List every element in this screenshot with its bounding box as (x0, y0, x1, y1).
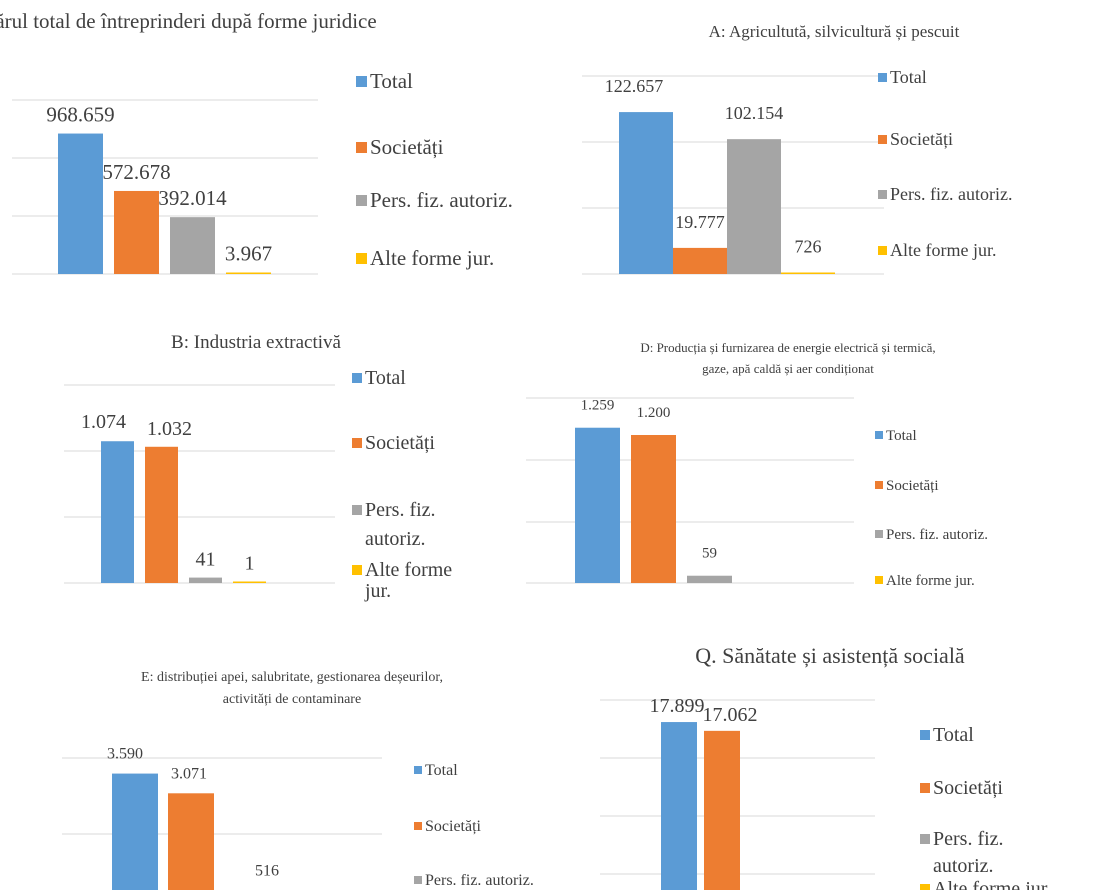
chart-4-bar-2 (631, 435, 676, 583)
chart-4-data-label-1: 1.259 (581, 398, 615, 414)
chart-4-data-label-2: 1.200 (637, 405, 671, 421)
chart-5-data-label-1: 3.590 (107, 746, 143, 763)
chart-4-bar-1 (575, 427, 620, 583)
chart-6-legend-label-4: Alte forme jur. (933, 878, 1051, 890)
chart-4-legend-swatch-3 (875, 530, 883, 538)
chart-1-legend-swatch-4 (356, 253, 367, 264)
chart-1-legend-label-3: Pers. fiz. autoriz. (370, 188, 513, 212)
chart-1-legend-swatch-3 (356, 195, 367, 206)
chart-4-data-label-3: 59 (702, 546, 717, 562)
chart-5-bar-1 (112, 773, 158, 890)
chart-4-legend-label-2: Societăți (886, 478, 939, 494)
chart-1-bar-2 (114, 190, 159, 274)
chart-2-legend-swatch-2 (878, 135, 887, 144)
chart-1-data-label-3: 392.014 (158, 186, 227, 210)
chart-6-legend-swatch-4 (920, 884, 930, 890)
chart-4-legend-label-3: Pers. fiz. autoriz. (886, 527, 988, 543)
chart-4-title: gaze, apă caldă și aer condiționat (702, 361, 874, 376)
chart-3-legend-label-4: Alte forme (365, 559, 452, 581)
chart-3-data-label-4: 1 (245, 553, 255, 575)
chart-6-data-label-2: 17.062 (703, 704, 758, 726)
chart-5-title: E: distribuției apei, salubritate, gesti… (141, 670, 443, 685)
chart-2-data-label-4: 726 (795, 237, 822, 257)
chart-1-title: Numărul total de întreprinderi după form… (0, 9, 377, 33)
chart-1-data-label-1: 968.659 (46, 103, 114, 127)
chart-6-bar-1 (661, 722, 697, 890)
chart-3-legend-label-2: Societăți (365, 432, 435, 454)
chart-1-legend-swatch-1 (356, 76, 367, 87)
chart-6-legend-swatch-2 (920, 783, 930, 793)
chart-2-legend-swatch-3 (878, 190, 887, 199)
chart-2-legend-label-1: Total (890, 67, 927, 87)
chart-5-data-label-3: 516 (255, 862, 279, 879)
chart-1-bar-4 (226, 272, 271, 274)
chart-5-bar-2 (168, 793, 214, 890)
chart-1-legend-swatch-2 (356, 142, 367, 153)
chart-2-legend-label-3: Pers. fiz. autoriz. (890, 184, 1012, 204)
chart-5-title: activități de contaminare (223, 692, 361, 707)
chart-4-bar-3 (687, 575, 732, 583)
chart-6-legend-label-2: Societăți (933, 777, 1003, 799)
chart-3-legend-label-3-cont: autoriz. (365, 528, 426, 550)
chart-6-legend-label-3: Pers. fiz. (933, 828, 1004, 850)
chart-5-data-label-2: 3.071 (171, 765, 207, 782)
chart-2-title: A: Agricultută, silvicultură și pescuit (709, 22, 960, 41)
chart-2-legend-label-2: Societăți (890, 129, 953, 149)
chart-2-legend-swatch-1 (878, 73, 887, 82)
chart-1-bar-3 (170, 217, 215, 274)
chart-3-bar-2 (145, 446, 178, 583)
chart-3-bar-4 (233, 581, 266, 583)
chart-5-legend-label-3: Pers. fiz. autoriz. (425, 872, 534, 889)
chart-2-bar-3 (727, 139, 781, 274)
chart-6-bar-2 (704, 730, 740, 890)
chart-3-data-label-2: 1.032 (147, 418, 192, 440)
chart-2-data-label-2: 19.777 (675, 212, 725, 232)
chart-3-data-label-1: 1.074 (81, 411, 126, 433)
chart-2-bar-2 (673, 247, 727, 274)
chart-6-legend-label-3-cont: autoriz. (933, 855, 994, 877)
chart-2-bar-4 (781, 272, 835, 274)
chart-3-legend-label-3: Pers. fiz. (365, 499, 436, 521)
chart-2-data-label-3: 102.154 (725, 103, 784, 123)
chart-3-legend-swatch-2 (352, 438, 362, 448)
chart-1-data-label-2: 572.678 (102, 160, 170, 184)
chart-1-bar-1 (58, 133, 103, 274)
chart-2-data-label-1: 122.657 (605, 76, 664, 96)
chart-1-data-label-4: 3.967 (225, 242, 272, 266)
chart-1-legend-label-1: Total (370, 69, 413, 93)
chart-3-legend-swatch-3 (352, 505, 362, 515)
chart-4-legend-swatch-1 (875, 431, 883, 439)
chart-3-data-label-3: 41 (196, 549, 216, 571)
chart-3-bar-3 (189, 577, 222, 583)
chart-4-title: D: Producția și furnizarea de energie el… (640, 340, 935, 355)
chart-3-legend-swatch-1 (352, 373, 362, 383)
chart-6-legend-swatch-3 (920, 834, 930, 844)
chart-4-legend-label-4: Alte forme jur. (886, 573, 975, 589)
chart-4-legend-swatch-2 (875, 481, 883, 489)
chart-5-legend-label-2: Societăți (425, 818, 482, 835)
chart-5-legend-swatch-3 (414, 876, 422, 884)
chart-3-bar-1 (101, 441, 134, 583)
chart-6-legend-swatch-1 (920, 730, 930, 740)
chart-2-legend-swatch-4 (878, 246, 887, 255)
chart-5-legend-swatch-2 (414, 822, 422, 830)
chart-4-legend-label-1: Total (886, 428, 917, 444)
chart-1-legend-label-2: Societăți (370, 135, 444, 159)
chart-1-legend-label-4: Alte forme jur. (370, 246, 494, 270)
chart-2-bar-1 (619, 112, 673, 274)
chart-2-legend-label-4: Alte forme jur. (890, 240, 996, 260)
chart-6-legend-label-1: Total (933, 724, 974, 746)
chart-6-data-label-1: 17.899 (650, 695, 705, 717)
chart-3-legend-label-1: Total (365, 367, 406, 389)
chart-5-legend-label-1: Total (425, 762, 458, 779)
chart-3-title: B: Industria extractivă (171, 332, 341, 353)
chart-4-legend-swatch-4 (875, 576, 883, 584)
chart-6-title: Q. Sănătate și asistență socială (695, 643, 965, 668)
chart-3-legend-label-4-cont: jur. (364, 580, 391, 602)
chart-3-legend-swatch-4 (352, 565, 362, 575)
chart-5-legend-swatch-1 (414, 766, 422, 774)
